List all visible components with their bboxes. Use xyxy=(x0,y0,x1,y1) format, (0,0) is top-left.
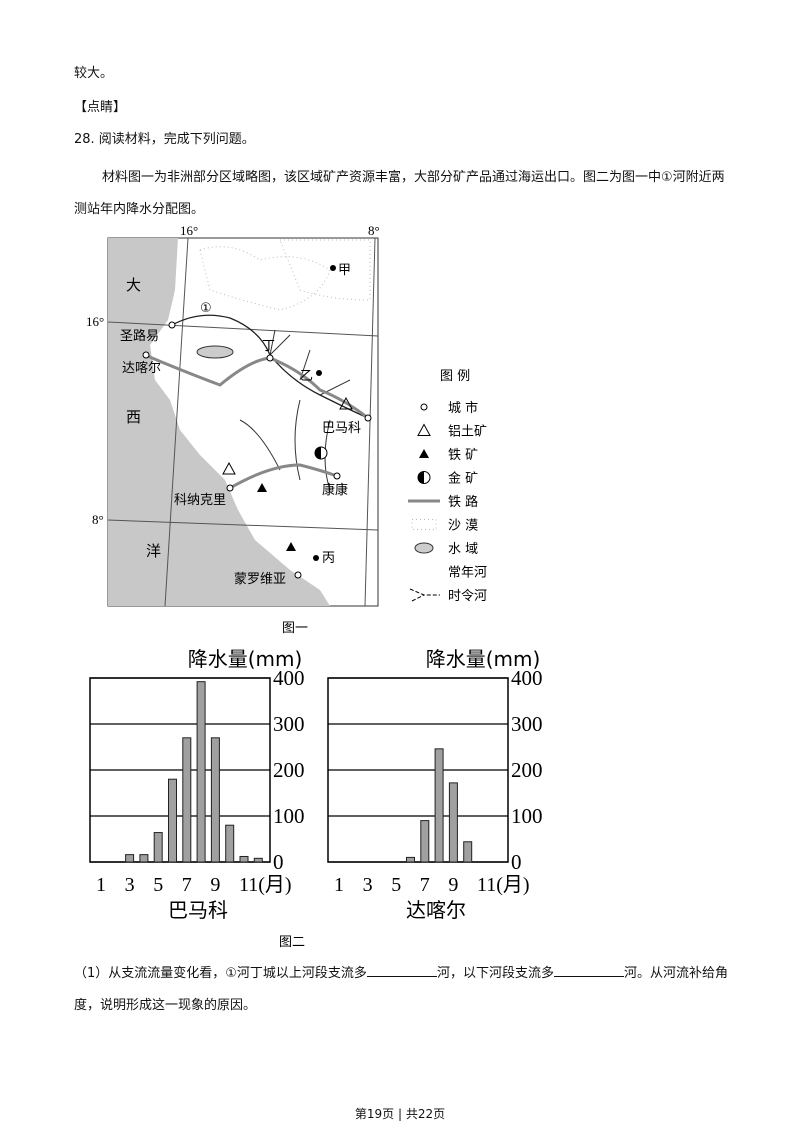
x-tick-label: 1 xyxy=(334,874,344,896)
x-tick-label: 3 xyxy=(363,874,373,896)
chart-title: 降水量(mm) xyxy=(426,647,541,671)
material: 材料图一为非洲部分区域略图，该区域矿产资源丰富，大部分矿产品通过海运出口。图二为… xyxy=(74,170,725,217)
y-tick-label: 100 xyxy=(511,804,543,828)
bar xyxy=(448,782,458,863)
chart-subtitle: 达喀尔 xyxy=(406,898,466,922)
y-tick-label: 200 xyxy=(511,758,543,782)
caption: 图一 xyxy=(282,621,308,636)
legend-symbol xyxy=(417,423,431,436)
map-label: ① xyxy=(200,301,212,316)
y-tick-label: 400 xyxy=(511,666,543,690)
legend-label: 城 市 xyxy=(448,400,478,416)
map-label: 西 xyxy=(126,408,141,426)
map-label: 大 xyxy=(126,276,141,294)
sub-question: （1）从支流流量变化看，①河丁城以上河段支流多 河，以下河段支流多 河。从河流补给角… xyxy=(74,958,734,1022)
x-tick-label: 11(月) xyxy=(239,874,292,896)
bar xyxy=(420,820,430,863)
text: 河。从河流补给角度，说明形成这一现象的原因。 xyxy=(74,966,728,1013)
caption: 图二 xyxy=(279,935,305,950)
bar xyxy=(434,748,444,863)
x-tick-label: 7 xyxy=(420,874,430,896)
blank[interactable] xyxy=(366,962,437,977)
map-label: 洋 xyxy=(146,542,161,560)
x-tick-label: 7 xyxy=(182,874,192,896)
text: （1）从支流流量变化看，①河丁城以上河段支流多 xyxy=(74,966,367,981)
legend-label: 铝土矿 xyxy=(448,425,487,440)
y-tick-label: 300 xyxy=(273,712,305,736)
text: 较大。 xyxy=(74,66,114,81)
y-tick-label: 400 xyxy=(273,666,305,690)
tag: 【点睛】 xyxy=(74,100,127,115)
y-tick-label: 300 xyxy=(511,712,543,736)
map-label: 蒙罗维亚 xyxy=(234,572,286,587)
legend-symbol xyxy=(409,588,440,602)
legend-symbol xyxy=(419,449,429,458)
x-tick-label: 3 xyxy=(125,874,135,896)
footer: 第19页 | 共22页 xyxy=(354,1107,446,1121)
map-label: 巴马科 xyxy=(322,421,361,436)
question: 28. 阅读材料，完成下列问题。 xyxy=(74,132,255,147)
legend-symbol xyxy=(411,519,437,530)
map-label: 丁 xyxy=(262,339,275,354)
plot-frame xyxy=(327,677,509,863)
map-label: 乙 xyxy=(300,369,313,384)
bar xyxy=(463,841,473,863)
map-label: 甲 xyxy=(338,263,351,278)
legend-label: 铁 路 xyxy=(448,494,478,510)
legend-symbol xyxy=(420,403,428,411)
legend-label: 金 矿 xyxy=(448,471,478,487)
bar xyxy=(182,737,192,863)
bar xyxy=(139,854,149,863)
y-tick-label: 100 xyxy=(273,804,305,828)
coord-label: 16° xyxy=(180,223,198,238)
text: 河，以下河段支流多 xyxy=(436,966,554,981)
coord-label: 8° xyxy=(368,223,380,238)
x-tick-label: 5 xyxy=(153,874,163,896)
bar xyxy=(253,857,263,863)
legend-label: 水 域 xyxy=(448,542,478,557)
legend-label: 常年河 xyxy=(448,566,487,581)
x-tick-label: 9 xyxy=(448,874,458,896)
y-tick-label: 200 xyxy=(273,758,305,782)
x-tick-label: 5 xyxy=(391,874,401,896)
map-label: 科纳克里 xyxy=(174,493,226,508)
bar xyxy=(225,824,235,863)
plot-frame xyxy=(89,677,271,863)
bar xyxy=(196,681,206,863)
legend-symbol xyxy=(414,542,434,554)
legend-label: 铁 矿 xyxy=(448,448,478,463)
legend-symbol xyxy=(418,471,424,484)
y-tick-label: 0 xyxy=(273,850,284,874)
map: 16° 8° 16° 8° 大 西 洋 圣路易 达喀尔 ① 丁 乙 甲 巴马科 … xyxy=(86,223,380,636)
x-tick-label: 11(月) xyxy=(477,874,530,896)
figures: 16° 8° 16° 8° 大 西 洋 圣路易 达喀尔 ① 丁 乙 甲 巴马科 … xyxy=(86,223,543,950)
bar xyxy=(125,854,135,863)
x-tick-label: 1 xyxy=(96,874,106,896)
bar xyxy=(210,737,220,863)
bar xyxy=(168,778,177,863)
x-tick-label: 9 xyxy=(210,874,220,896)
map-label: 达喀尔 xyxy=(122,360,161,376)
chart-title: 降水量(mm) xyxy=(188,647,303,671)
map-label: 丙 xyxy=(322,551,335,566)
legend-title: 图 例 xyxy=(440,369,470,384)
y-tick-label: 0 xyxy=(511,850,522,874)
blank[interactable] xyxy=(553,962,624,977)
bar xyxy=(239,855,249,863)
legend-label: 时令河 xyxy=(448,589,487,604)
coord-label: 16° xyxy=(86,314,104,329)
bar xyxy=(153,832,163,863)
legend-label: 沙 漠 xyxy=(448,519,478,534)
map-label: 圣路易 xyxy=(120,328,159,344)
chart-subtitle: 巴马科 xyxy=(168,898,228,922)
map-label: 康康 xyxy=(322,482,348,498)
bar xyxy=(406,856,415,863)
coord-label: 8° xyxy=(92,512,104,527)
